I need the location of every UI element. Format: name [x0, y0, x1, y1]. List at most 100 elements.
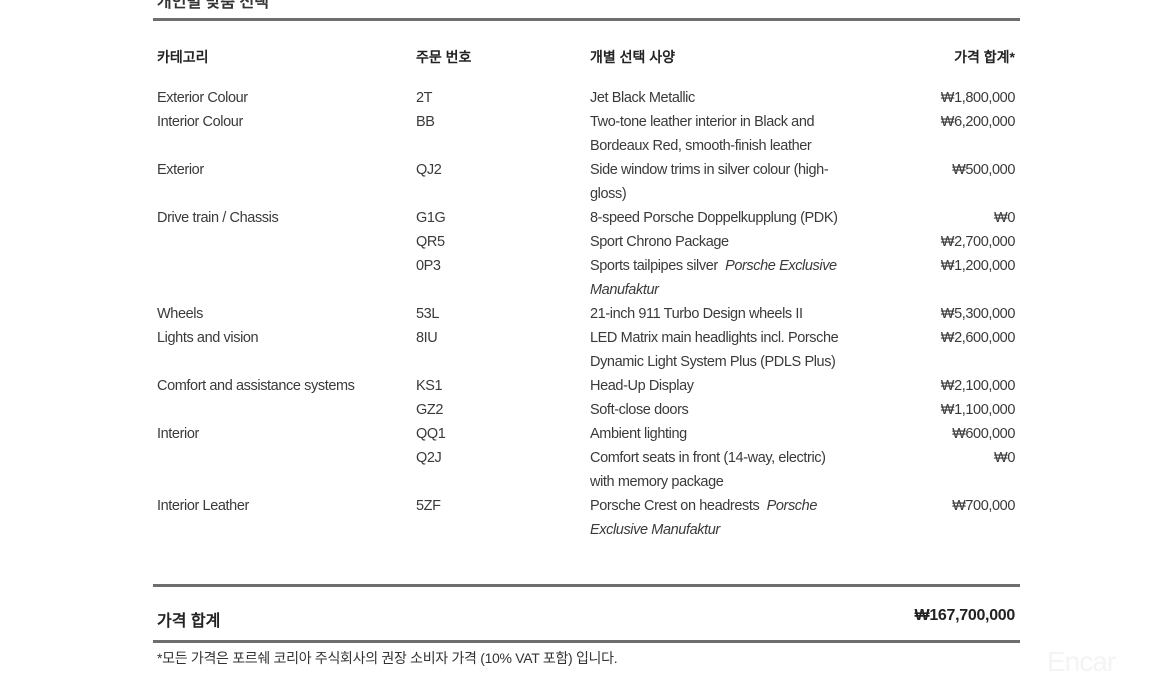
- option-brand-text: Manufaktur: [590, 282, 659, 298]
- code-cell: KS1: [416, 378, 443, 394]
- category-cell: Exterior Colour: [157, 90, 248, 106]
- option-text: Sports tailpipes silver: [590, 258, 726, 274]
- code-cell: BB: [416, 114, 435, 130]
- code-cell: 53L: [416, 306, 439, 322]
- option-cell: Jet Black Metallic: [590, 86, 695, 110]
- table-row: Interior Leather 5ZF Porsche Crest on head…: [0, 494, 1159, 542]
- option-cell: Two-tone leather interior in Black and Bo…: [590, 110, 815, 158]
- option-text: Side window trims in silver colour (high…: [590, 162, 829, 178]
- option-line: Bordeaux Red, smooth-finish leather: [590, 134, 814, 158]
- option-cell: Sports tailpipes silver Porsche Exclusiv…: [590, 254, 837, 302]
- option-line: Exclusive Manufaktur: [590, 518, 817, 542]
- table-row: GZ2 Soft-close doors ₩1,100,000: [0, 398, 1159, 422]
- table-row: Wheels 53L 21-inch 911 Turbo Design wheels…: [0, 302, 1159, 326]
- table-row: Q2J Comfort seats in front (14-way, elect…: [0, 446, 1159, 494]
- table-row: Comfort and assistance systems KS1 Head-Up…: [0, 374, 1159, 398]
- options-table: Exterior Colour 2T Jet Black Metallic ₩1,80…: [0, 86, 1159, 542]
- code-cell: 8IU: [416, 330, 438, 346]
- option-line: Jet Black Metallic: [590, 86, 695, 110]
- option-line: Soft-close doors: [590, 398, 689, 422]
- table-row: Interior Colour BB Two-tone leather interi…: [0, 110, 1159, 158]
- table-row: Exterior Colour 2T Jet Black Metallic ₩1,80…: [0, 86, 1159, 110]
- option-text: Comfort seats in front (14-way, electric…: [590, 450, 826, 466]
- option-cell: Soft-close doors: [590, 398, 689, 422]
- section-title: 개인별 맞춤 선택: [157, 0, 269, 11]
- category-cell: Interior: [157, 426, 199, 442]
- category-cell: Comfort and assistance systems: [157, 378, 355, 394]
- price-cell: ₩2,700,000: [940, 234, 1016, 250]
- code-cell: 0P3: [416, 258, 441, 274]
- footnote: *모든 가격은 포르쉐 코리아 주식회사의 권장 소비자 가격 (10% VAT…: [157, 650, 618, 666]
- option-cell: LED Matrix main headlights incl. Porsche…: [590, 326, 839, 374]
- option-text: Dynamic Light System Plus (PDLS Plus): [590, 354, 836, 370]
- option-line: Comfort seats in front (14-way, electric…: [590, 446, 826, 470]
- option-cell: Comfort seats in front (14-way, electric…: [590, 446, 826, 494]
- category-cell: Interior Colour: [157, 114, 243, 130]
- table-row: Lights and vision 8IU LED Matrix main head…: [0, 326, 1159, 374]
- code-cell: 5ZF: [416, 498, 441, 514]
- option-line: Sports tailpipes silver Porsche Exclusiv…: [590, 254, 837, 278]
- option-text: Soft-close doors: [590, 402, 689, 418]
- option-text: Jet Black Metallic: [590, 90, 695, 106]
- option-cell: Side window trims in silver colour (high…: [590, 158, 829, 206]
- divider: [153, 640, 1020, 643]
- price-cell: ₩2,600,000: [940, 330, 1016, 346]
- option-text: Bordeaux Red, smooth-finish leather: [590, 138, 812, 154]
- option-text: Ambient lighting: [590, 426, 687, 442]
- option-line: Head-Up Display: [590, 374, 694, 398]
- option-text: Head-Up Display: [590, 378, 694, 394]
- option-cell: Ambient lighting: [590, 422, 687, 446]
- option-cell: Head-Up Display: [590, 374, 694, 398]
- option-cell: 8-speed Porsche Doppelkupplung (PDK): [590, 206, 838, 230]
- table-row: QR5 Sport Chrono Package ₩2,700,000: [0, 230, 1159, 254]
- header-category: 카테고리: [157, 49, 209, 65]
- option-line: Dynamic Light System Plus (PDLS Plus): [590, 350, 838, 374]
- header-code: 주문 번호: [416, 49, 472, 65]
- option-line: Ambient lighting: [590, 422, 687, 446]
- category-cell: Exterior: [157, 162, 204, 178]
- code-cell: 2T: [416, 90, 433, 106]
- price-cell: ₩2,100,000: [940, 378, 1016, 394]
- option-cell: 21-inch 911 Turbo Design wheels II: [590, 302, 803, 326]
- option-text: gloss): [590, 186, 627, 202]
- price-cell: ₩600,000: [952, 426, 1015, 442]
- divider: [153, 584, 1020, 587]
- option-line: Two-tone leather interior in Black and: [590, 110, 815, 134]
- option-text: 21-inch 911 Turbo Design wheels II: [590, 306, 803, 322]
- price-cell: ₩500,000: [952, 162, 1015, 178]
- option-line: Sport Chrono Package: [590, 230, 729, 254]
- option-text: Porsche Crest on headrests: [590, 498, 767, 514]
- price-cell: ₩5,300,000: [940, 306, 1016, 322]
- total-label: 가격 합계: [157, 613, 221, 630]
- option-brand-text: Porsche: [766, 498, 818, 514]
- code-cell: QR5: [416, 234, 445, 250]
- header-option: 개별 선택 사양: [590, 49, 676, 65]
- code-cell: GZ2: [416, 402, 443, 418]
- option-line: 8-speed Porsche Doppelkupplung (PDK): [590, 206, 838, 230]
- option-line: Manufaktur: [590, 278, 837, 302]
- code-cell: Q2J: [416, 450, 442, 466]
- category-cell: Interior Leather: [157, 498, 249, 514]
- option-line: gloss): [590, 182, 828, 206]
- option-line: Porsche Crest on headrests Porsche: [590, 494, 817, 518]
- code-cell: QQ1: [416, 426, 446, 442]
- price-cell: ₩1,100,000: [940, 402, 1016, 418]
- option-text: Sport Chrono Package: [590, 234, 729, 250]
- category-cell: Lights and vision: [157, 330, 259, 346]
- code-cell: G1G: [416, 210, 446, 226]
- option-text: LED Matrix main headlights incl. Porsche: [590, 330, 839, 346]
- price-cell: ₩6,200,000: [940, 114, 1016, 130]
- option-cell: Porsche Crest on headrests Porsche Exclus…: [590, 494, 817, 542]
- table-row: Exterior QJ2 Side window trims in silver c…: [0, 158, 1159, 206]
- option-line: Side window trims in silver colour (high…: [590, 158, 829, 182]
- option-text: 8-speed Porsche Doppelkupplung (PDK): [590, 210, 838, 226]
- total-value: ₩167,700,000: [914, 607, 1016, 624]
- category-cell: Drive train / Chassis: [157, 210, 279, 226]
- price-cell: ₩0: [994, 210, 1015, 226]
- category-cell: Wheels: [157, 306, 203, 322]
- option-text: Two-tone leather interior in Black and: [590, 114, 815, 130]
- divider: [153, 18, 1020, 21]
- option-brand-text: Porsche Exclusive: [725, 258, 837, 274]
- table-row: Interior QQ1 Ambient lighting ₩600,000: [0, 422, 1159, 446]
- option-cell: Sport Chrono Package: [590, 230, 729, 254]
